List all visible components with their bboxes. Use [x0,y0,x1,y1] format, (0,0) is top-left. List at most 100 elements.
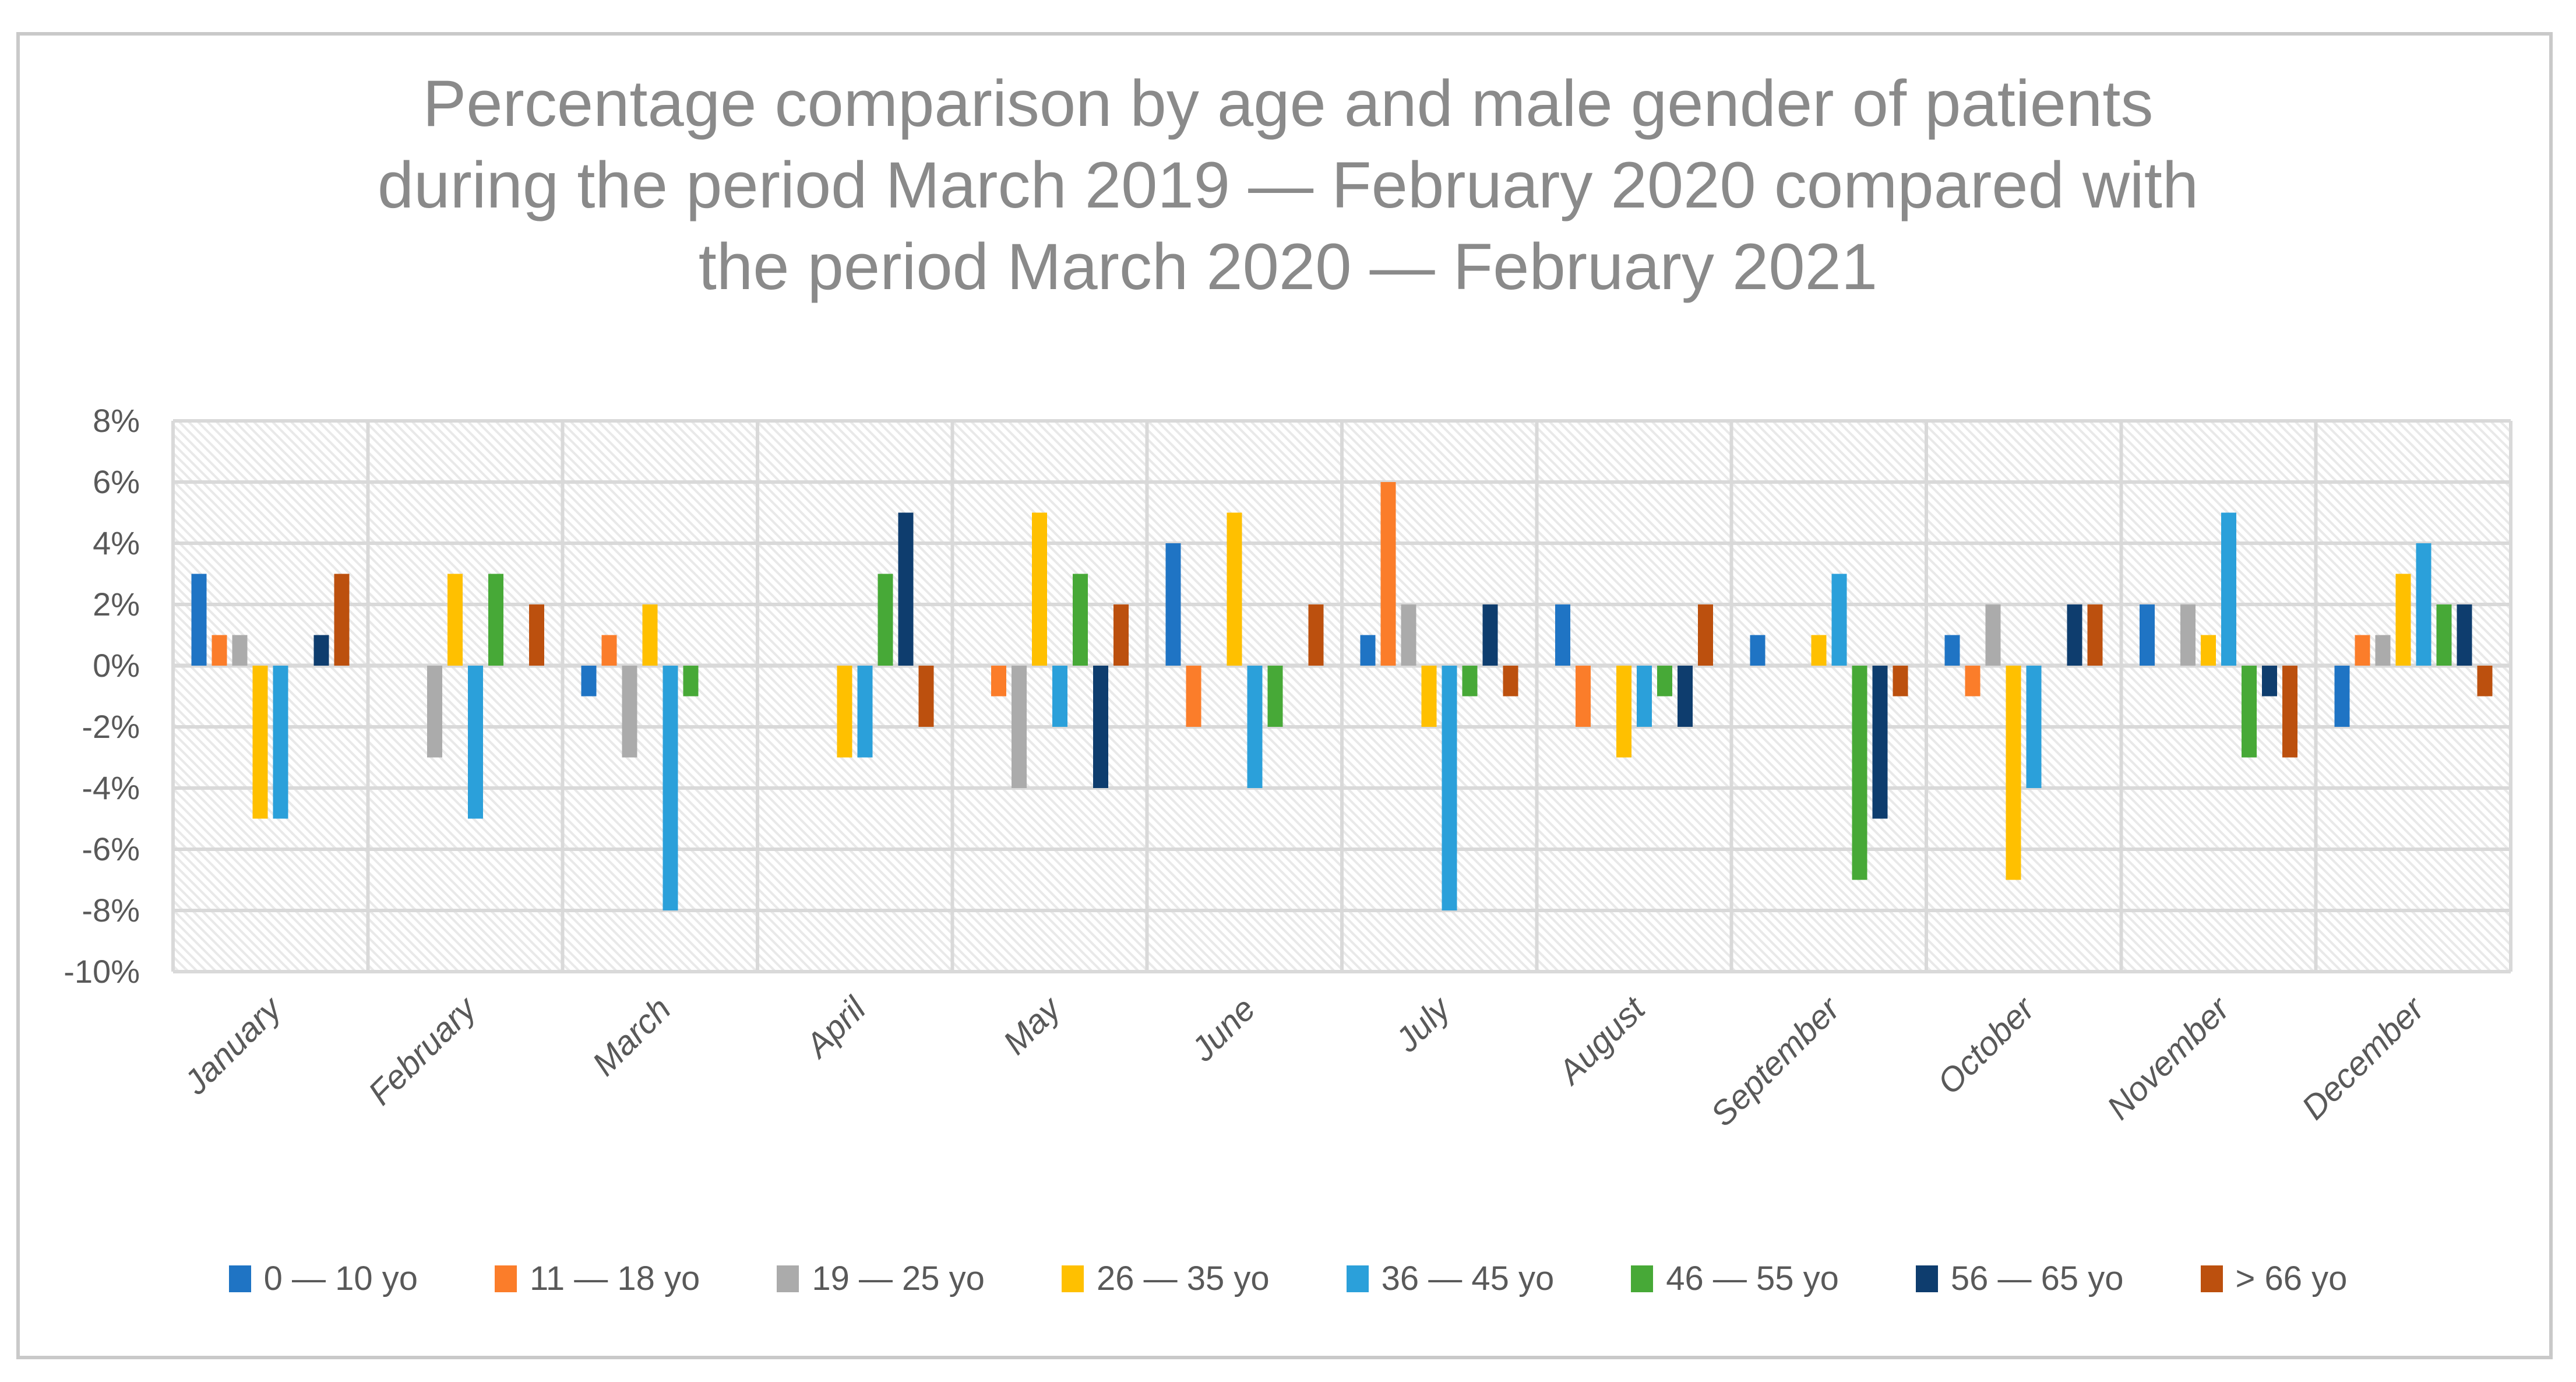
chart-title-line-1: Percentage comparison by age and male ge… [422,67,2154,140]
bar [1032,512,1047,666]
legend-swatch [777,1265,799,1292]
bar [191,574,207,666]
bar [2221,512,2236,666]
y-axis-tick-label: 8% [93,402,140,439]
chart-legend: 0 — 10 yo 11 — 18 yo 19 — 25 yo 26 — 35 yo 3… [0,1259,2576,1298]
bar [1657,666,1672,697]
legend-swatch [1915,1265,1938,1292]
bar [918,666,934,727]
y-axis-tick-label: -4% [82,769,140,806]
bar [1401,604,1416,666]
bar [1698,604,1713,666]
legend-item: 46 — 55 yo [1631,1259,1839,1298]
bar [1482,604,1498,666]
x-axis-category-label: October [1930,989,2043,1102]
x-axis-category-label: February [361,989,485,1112]
bar [273,666,288,819]
bar [2140,604,2155,666]
bar [529,604,544,666]
bar [1831,574,1847,666]
bar [1360,635,1376,666]
bar [334,574,350,666]
x-axis-category-label: January [177,989,290,1102]
bar [2395,574,2411,666]
bar [898,512,914,666]
y-axis-tick-label: 6% [93,463,140,500]
bar [1421,666,1437,727]
bar [2355,635,2370,666]
chart-title: Percentage comparison by age and male ge… [0,63,2576,308]
legend-label: 36 — 45 yo [1381,1260,1555,1297]
legend-label: 26 — 35 yo [1096,1260,1270,1297]
legend-swatch [1346,1265,1369,1292]
x-axis-category-label: December [2295,989,2433,1127]
chart-title-line-3: the period March 2020 — February 2021 [698,230,1878,303]
bar [662,666,678,910]
chart-title-line-2: during the period March 2019 — February … [377,149,2199,221]
legend-label: 56 — 65 yo [1950,1260,2124,1297]
bar [1678,666,1693,727]
bar [1380,482,1396,666]
bar [2067,604,2082,666]
bar [2334,666,2350,727]
x-axis-category-label: September [1703,989,1848,1133]
bar [2201,635,2216,666]
legend-swatch [228,1265,251,1292]
bar [2457,604,2472,666]
bar [2026,666,2042,788]
bar [2262,666,2277,697]
bar [1165,543,1181,666]
legend-item: 19 — 25 yo [777,1259,985,1298]
bar [581,666,597,697]
x-axis-category-label: May [996,989,1069,1062]
bar [837,666,852,758]
bar [857,666,873,758]
x-axis-category-label: July [1388,989,1459,1060]
bar [1576,666,1591,727]
bar [1113,604,1129,666]
bar [1616,666,1631,758]
bar [683,666,699,697]
bar [2436,604,2452,666]
legend-label: 11 — 18 yo [529,1260,700,1297]
legend-label: 19 — 25 yo [812,1260,985,1297]
bar [1308,604,1324,666]
bar [1462,666,1478,697]
y-axis-tick-label: 0% [93,647,140,684]
legend-item: > 66 yo [2200,1259,2348,1298]
legend-item: 11 — 18 yo [494,1259,700,1298]
legend-swatch [1061,1265,1084,1292]
bar [1503,666,1518,697]
legend-swatch [494,1265,517,1292]
y-axis-tick-label: -6% [82,831,140,867]
bar [1247,666,1263,788]
x-axis-category-label: June [1183,990,1263,1069]
bar [252,666,268,819]
bar [2180,604,2196,666]
bar [447,574,463,666]
bar [1093,666,1108,788]
legend-item: 36 — 45 yo [1346,1259,1555,1298]
legend-item: 26 — 35 yo [1061,1259,1270,1298]
x-axis-category-label: August [1550,989,1654,1092]
bar [2087,604,2103,666]
bar [622,666,637,758]
bar [1985,604,2001,666]
bar [991,666,1006,697]
bar [1012,666,1027,788]
y-axis-tick-label: 2% [93,586,140,623]
bar [2006,666,2021,880]
bar [488,574,503,666]
y-axis-tick-label: -2% [82,708,140,745]
bar [468,666,483,819]
legend-label: > 66 yo [2235,1260,2348,1297]
bar [1052,666,1067,727]
y-axis-tick-label: -10% [64,953,140,990]
bar [1442,666,1457,910]
bar [1073,574,1088,666]
legend-label: 46 — 55 yo [1666,1260,1839,1297]
bar [1555,604,1570,666]
bar [1637,666,1652,727]
legend-item: 56 — 65 yo [1915,1259,2124,1298]
bar [1186,666,1201,727]
